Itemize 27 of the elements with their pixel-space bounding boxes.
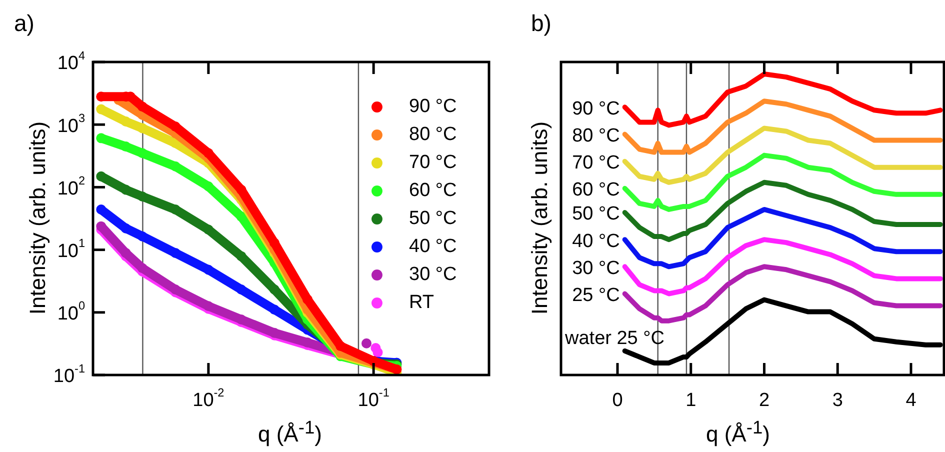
series-label: 30 °C: [572, 258, 620, 279]
chart-title: a): [14, 10, 34, 37]
legend-label: 90 °C: [409, 96, 457, 118]
series-label: 50 °C: [572, 204, 620, 225]
series-label: 80 °C: [572, 125, 620, 146]
y-axis-title: Intensity (arb. units): [25, 121, 51, 315]
y-axis-title: Intensity (arb. units): [527, 121, 553, 315]
series-label: 40 °C: [572, 230, 620, 252]
x-tick-label: 4: [906, 390, 917, 412]
series-label: 25 °C: [572, 284, 620, 306]
x-axis-title: q (Å$^{-1}$): [706, 416, 770, 448]
x-tick-label: 2: [758, 390, 770, 412]
legend-label: 50 °C: [409, 208, 457, 230]
series-label: 70 °C: [572, 152, 620, 174]
series-label: 90 °C: [572, 98, 620, 120]
legend-label: RT: [409, 292, 434, 314]
x-tick-label: 3: [832, 390, 843, 412]
chart-title: b): [531, 10, 552, 37]
x-tick-label: 0: [612, 390, 623, 412]
legend-label: 70 °C: [409, 152, 457, 174]
legend-label: 60 °C: [409, 180, 457, 202]
series-label: 60 °C: [572, 180, 620, 201]
legend-label: 40 °C: [409, 236, 457, 258]
legend-label: 80 °C: [409, 124, 457, 146]
legend-label: 30 °C: [409, 264, 457, 286]
x-tick-label: 1: [686, 390, 696, 412]
x-axis-title: q (Å$^{-1}$): [258, 416, 322, 448]
